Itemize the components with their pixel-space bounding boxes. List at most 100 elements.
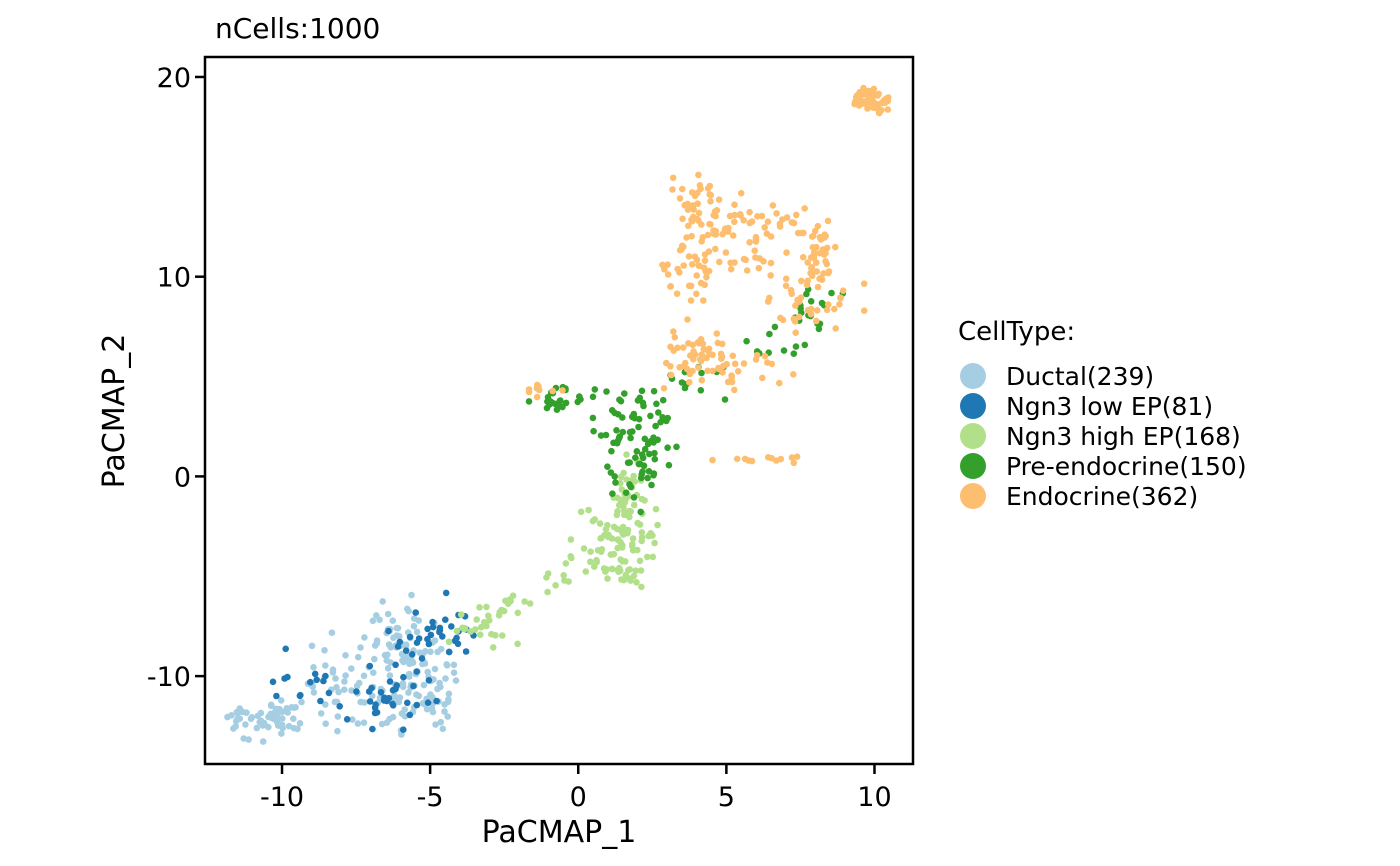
data-point <box>767 233 775 240</box>
data-point <box>627 434 634 442</box>
data-point <box>618 544 626 551</box>
data-point <box>453 627 461 635</box>
data-point <box>341 686 348 693</box>
data-point <box>535 383 542 390</box>
data-point <box>445 648 453 656</box>
data-point <box>596 520 604 527</box>
data-point <box>589 414 597 422</box>
data-point <box>783 249 790 256</box>
data-point <box>760 258 767 265</box>
data-point <box>810 254 818 262</box>
data-point <box>822 249 829 257</box>
data-point <box>483 603 490 611</box>
data-point <box>742 256 749 264</box>
data-point <box>597 432 605 439</box>
data-point <box>734 368 742 375</box>
data-point <box>800 229 807 237</box>
data-point <box>657 418 664 426</box>
y-tick-label: 0 <box>174 462 191 493</box>
data-point <box>825 301 832 308</box>
data-point <box>790 459 798 467</box>
data-point <box>809 232 817 240</box>
data-point <box>812 317 820 325</box>
data-point <box>741 455 749 463</box>
data-point <box>729 352 737 360</box>
data-point <box>709 456 716 464</box>
data-point <box>640 402 647 410</box>
data-point <box>712 227 719 235</box>
data-point <box>676 246 684 254</box>
data-point <box>381 694 388 701</box>
data-point <box>396 638 404 646</box>
data-point <box>400 726 407 733</box>
data-point <box>547 398 554 405</box>
data-point <box>707 198 714 205</box>
data-point <box>660 385 668 392</box>
data-point <box>731 259 738 266</box>
data-point <box>624 526 632 534</box>
legend-label: Ngn3 high EP(168) <box>1006 422 1241 451</box>
data-point <box>619 428 627 436</box>
data-point <box>733 455 741 463</box>
data-point <box>664 444 671 452</box>
data-point <box>427 648 434 656</box>
data-point <box>832 325 839 332</box>
data-point <box>645 468 653 475</box>
data-point <box>698 369 705 377</box>
data-point <box>386 678 394 685</box>
data-point <box>632 567 639 574</box>
data-point <box>577 508 585 516</box>
data-point <box>649 553 657 561</box>
data-point <box>697 387 705 394</box>
data-point <box>354 653 362 661</box>
data-point <box>334 727 341 735</box>
data-point <box>832 243 839 251</box>
data-point <box>418 655 426 662</box>
data-point <box>443 661 451 668</box>
data-point <box>746 239 753 246</box>
data-point <box>407 659 415 667</box>
data-point <box>313 676 321 684</box>
data-point <box>500 607 508 615</box>
data-point <box>637 508 644 516</box>
data-point <box>683 234 690 241</box>
data-point <box>591 563 598 570</box>
data-point <box>697 185 704 192</box>
data-point <box>704 231 712 239</box>
data-point <box>439 633 446 640</box>
data-point <box>361 699 368 706</box>
points-layer <box>224 84 892 745</box>
legend-swatch <box>960 453 986 479</box>
data-point <box>425 640 433 648</box>
data-point <box>441 708 448 715</box>
data-point <box>273 718 281 726</box>
data-point <box>608 447 615 455</box>
data-point <box>689 355 697 363</box>
data-point <box>748 218 756 225</box>
data-point <box>476 604 483 611</box>
data-point <box>379 598 387 605</box>
data-point <box>706 182 714 190</box>
data-point <box>647 412 654 420</box>
data-point <box>576 393 583 400</box>
data-point <box>682 359 689 367</box>
data-point <box>870 85 878 93</box>
data-point <box>759 374 766 382</box>
data-point <box>526 600 534 607</box>
data-point <box>419 700 427 707</box>
data-point <box>437 683 444 691</box>
data-point <box>442 675 449 682</box>
data-point <box>473 616 481 623</box>
data-point <box>670 328 677 335</box>
data-point <box>385 627 392 635</box>
data-point <box>804 277 811 285</box>
data-point <box>279 715 286 722</box>
data-point <box>437 645 445 653</box>
data-point <box>641 445 649 453</box>
data-point <box>719 230 726 238</box>
data-point <box>637 567 645 574</box>
data-point <box>419 650 427 657</box>
data-point <box>790 350 798 358</box>
data-point <box>715 365 722 373</box>
